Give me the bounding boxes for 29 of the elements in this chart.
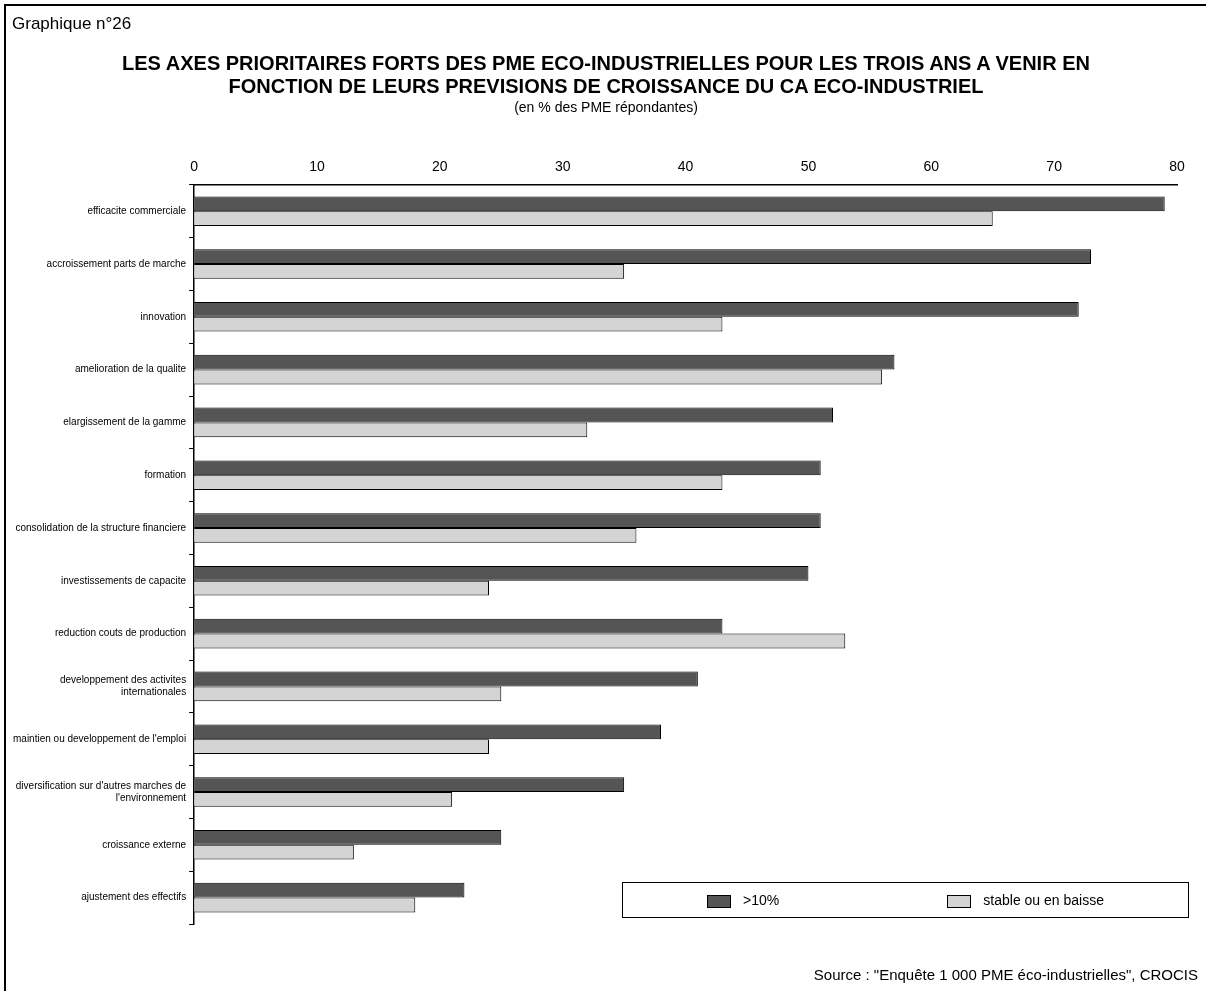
y-tick-label: efficacite commerciale	[87, 204, 187, 216]
y-tick-label: formation	[144, 468, 187, 480]
y-tick-label: elargissement de la gamme	[63, 416, 187, 428]
y-tick-label: reduction couts de production	[54, 627, 187, 639]
y-tick-label: innovation	[140, 310, 187, 322]
source-note: Source : "Enquête 1 000 PME éco-industrielles", CROCIS	[813, 966, 1198, 983]
x-tick-label: 70	[1046, 158, 1063, 175]
y-tick-label: consolidation de la structure financiere	[15, 521, 187, 533]
x-tick-label: 40	[677, 158, 694, 175]
x-tick-label: 50	[800, 158, 817, 175]
y-tick-label: accroissement parts de marche	[46, 257, 187, 269]
text: Graphique n°26	[12, 14, 132, 34]
y-tick-label: amelioration de la qualite	[74, 363, 187, 375]
x-tick-label: 60	[923, 158, 940, 175]
chart-title: LES AXES PRIORITAIRES FORTS DES PME ECO-INDUSTRIELLES POUR LES TROIS ANS A VENIR EN FONCTION DE LEURS PREVISIONS DE CROISSANCE DU CA ECO-INDUSTRIEL	[121, 52, 1091, 98]
chart-subtitle: (en % des PME répondantes)	[513, 98, 699, 116]
y-tick-label: diversification sur d'autres marches de l'environnement	[15, 779, 187, 803]
y-tick-label: ajustement des effectifs	[81, 891, 187, 903]
legend-label: >10%	[742, 892, 780, 908]
legend-label: stable ou en baisse	[982, 892, 1104, 908]
x-tick-label: 80	[1169, 158, 1185, 175]
x-tick-label: 30	[554, 158, 571, 175]
x-tick-label: 10	[309, 158, 325, 175]
y-tick-label: croissance externe	[102, 838, 187, 850]
x-tick-label: 20	[432, 158, 448, 175]
x-tick-label: 0	[190, 158, 199, 175]
y-tick-label: investissements de capacite	[61, 574, 187, 586]
y-tick-label: developpement des activites internationales	[59, 674, 187, 698]
y-tick-label: maintien ou developpement de l'emploi	[12, 732, 187, 744]
